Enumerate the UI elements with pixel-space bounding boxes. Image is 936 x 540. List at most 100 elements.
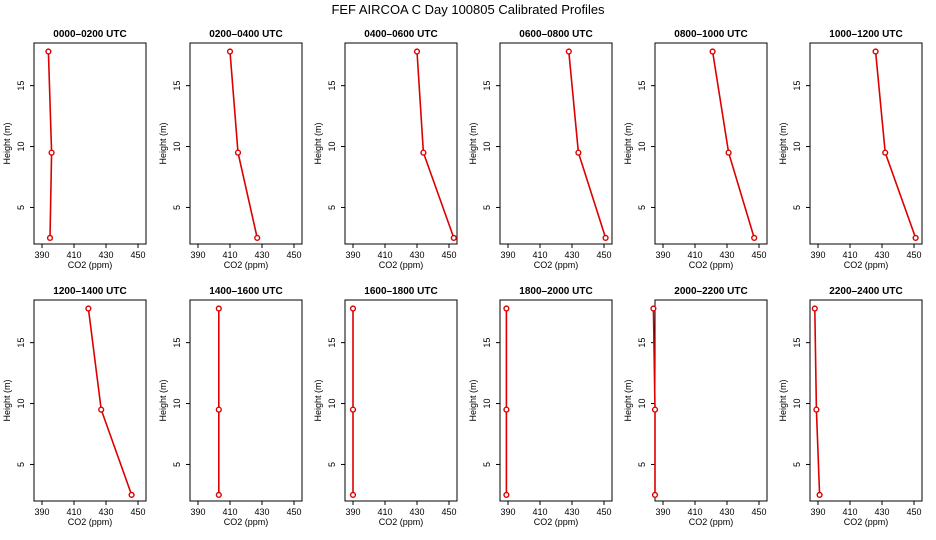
y-tick-label: 15 (482, 338, 492, 348)
x-tick-label: 390 (500, 250, 515, 260)
plot-frame (189, 299, 303, 502)
y-tick-label: 10 (792, 142, 802, 152)
x-tick-label: 450 (596, 250, 611, 260)
profile-point (413, 48, 421, 55)
panel-5: 0800–1000 UTC 390 410 430 450 CO2 (ppm) 5 10 15 H… (623, 29, 768, 270)
profile-point (575, 149, 582, 156)
y-tick-label: 15 (327, 338, 337, 348)
panel-11: 2000–2200 UTC 390 410 430 450 CO2 (ppm) 5 10 15 H… (623, 286, 768, 527)
x-tick-label: 450 (130, 250, 145, 260)
profile-point (751, 234, 758, 242)
x-axis-label: CO2 (ppm) (379, 517, 424, 527)
panel-2: 0200–0400 UTC 390 410 430 450 CO2 (ppm) 5 10 15 H… (158, 29, 303, 270)
x-tick-label: 390 (810, 507, 825, 517)
x-tick-label: 390 (345, 250, 360, 260)
y-tick-label: 15 (16, 338, 26, 348)
profile-point (48, 149, 55, 156)
y-tick-label: 10 (637, 399, 647, 409)
profile-point (882, 149, 889, 156)
x-tick-label: 430 (719, 250, 734, 260)
y-tick-label: 5 (482, 205, 492, 210)
plot-frame (654, 42, 768, 245)
x-axis-label: CO2 (ppm) (224, 260, 269, 270)
profile-point (872, 48, 879, 55)
profile-point (725, 149, 732, 156)
plot-frame (344, 299, 458, 502)
profile-point (709, 48, 716, 55)
x-tick-label: 430 (874, 250, 889, 260)
y-tick-label: 10 (16, 399, 26, 409)
panel-4: 0600–0800 UTC 390 410 430 450 CO2 (ppm) 5 10 15 H… (468, 29, 613, 270)
panel-3: 0400–0600 UTC 390 410 430 450 CO2 (ppm) 5 10 15 H… (313, 29, 458, 270)
plot-frame (344, 42, 458, 245)
x-tick-label: 450 (286, 250, 301, 260)
x-axis-label: CO2 (ppm) (68, 517, 113, 527)
x-axis-label: CO2 (ppm) (844, 517, 889, 527)
x-tick-label: 410 (222, 250, 237, 260)
panel-10: 1800–2000 UTC 390 410 430 450 CO2 (ppm) 5 10 15 H… (468, 286, 613, 527)
x-axis-label: CO2 (ppm) (224, 517, 269, 527)
profile-line (47, 51, 53, 238)
x-tick-label: 410 (377, 507, 392, 517)
panel-title: 0800–1000 UTC (674, 29, 747, 40)
panels: 0000–0200 UTC 390 410 430 450 CO2 (ppm) 5 10 15 H… (2, 29, 923, 527)
x-tick-label: 390 (810, 250, 825, 260)
profile-point (811, 305, 818, 312)
x-tick-label: 390 (500, 507, 515, 517)
x-tick-label: 390 (345, 507, 360, 517)
profile-point (503, 406, 510, 413)
profile-point (215, 491, 222, 499)
y-tick-label: 5 (327, 462, 337, 467)
x-axis-label: CO2 (ppm) (844, 260, 889, 270)
profile-point (46, 234, 54, 242)
x-tick-label: 410 (842, 507, 857, 517)
y-tick-label: 15 (792, 338, 802, 348)
panel-7: 1200–1400 UTC 390 410 430 450 CO2 (ppm) 5 10 15 H… (2, 286, 147, 527)
plot-frame (654, 299, 768, 502)
x-tick-label: 410 (66, 250, 81, 260)
y-tick-label: 10 (482, 399, 492, 409)
plot-frame (499, 42, 613, 245)
profile-line (814, 308, 821, 495)
y-axis-label: Height (m) (158, 379, 168, 421)
y-tick-label: 10 (482, 142, 492, 152)
y-axis-label: Height (m) (2, 379, 12, 421)
y-tick-label: 10 (637, 142, 647, 152)
profile-point (912, 234, 919, 242)
panel-title: 0400–0600 UTC (364, 29, 437, 40)
y-tick-label: 15 (327, 81, 337, 91)
profile-line (229, 51, 258, 239)
x-tick-label: 390 (655, 507, 670, 517)
x-tick-label: 450 (286, 507, 301, 517)
x-tick-label: 430 (719, 507, 734, 517)
x-tick-label: 430 (409, 507, 424, 517)
x-tick-label: 430 (98, 250, 113, 260)
profile-point (602, 234, 609, 242)
profile-point (650, 305, 657, 312)
y-tick-label: 15 (482, 81, 492, 91)
x-tick-label: 450 (596, 507, 611, 517)
x-tick-label: 390 (655, 250, 670, 260)
x-tick-label: 410 (66, 507, 81, 517)
panel-title: 1400–1600 UTC (209, 286, 282, 297)
plot-frame (499, 299, 613, 502)
profile-line (87, 308, 133, 496)
plot-frame (809, 299, 923, 502)
y-axis-label: Height (m) (2, 122, 12, 164)
y-tick-label: 10 (172, 142, 182, 152)
plot-frame (33, 42, 147, 245)
profile-point (450, 234, 457, 242)
y-tick-label: 5 (327, 205, 337, 210)
profile-point (85, 305, 92, 312)
x-tick-label: 410 (687, 507, 702, 517)
x-tick-label: 450 (906, 507, 921, 517)
y-tick-label: 15 (792, 81, 802, 91)
panel-title: 0000–0200 UTC (53, 29, 126, 40)
x-tick-label: 430 (254, 507, 269, 517)
x-tick-label: 390 (190, 250, 205, 260)
profile-point (565, 48, 572, 55)
y-axis-label: Height (m) (468, 122, 478, 164)
y-axis-label: Height (m) (313, 379, 323, 421)
profile-point (420, 149, 427, 156)
